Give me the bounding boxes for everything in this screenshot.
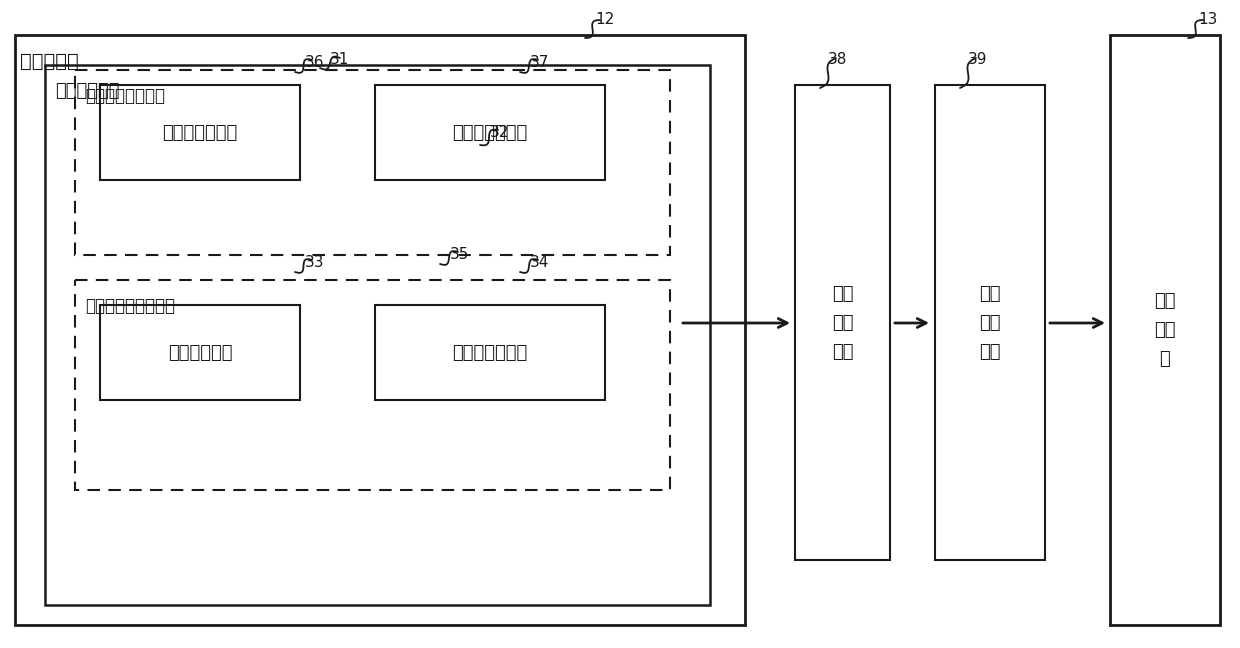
Text: 13: 13 — [1198, 12, 1218, 27]
Text: 33: 33 — [305, 255, 325, 270]
Bar — [1110, 35, 1220, 625]
Text: 36: 36 — [305, 55, 325, 70]
Bar — [15, 35, 745, 625]
Text: 39: 39 — [968, 52, 987, 67]
Text: 交通
仿真
软件: 交通 仿真 软件 — [980, 285, 1001, 361]
Text: 多测试速度选择: 多测试速度选择 — [453, 124, 528, 142]
Text: 32: 32 — [490, 125, 510, 140]
Text: 12: 12 — [595, 12, 614, 27]
Text: 交通仿真层: 交通仿真层 — [20, 52, 79, 71]
Bar — [100, 305, 300, 400]
Bar — [374, 85, 605, 180]
Text: 31: 31 — [330, 52, 350, 67]
Bar — [100, 85, 300, 180]
Bar — [74, 70, 670, 255]
Bar — [795, 85, 890, 560]
Bar — [45, 65, 711, 605]
Bar — [374, 305, 605, 400]
Text: 多测试场景选择: 多测试场景选择 — [162, 124, 238, 142]
Text: 数据
传输
层: 数据 传输 层 — [1154, 292, 1176, 368]
Text: 仿真控制模块: 仿真控制模块 — [55, 82, 119, 100]
Text: 35: 35 — [450, 247, 470, 262]
Text: 仿真
控制
接口: 仿真 控制 接口 — [832, 285, 854, 361]
Text: 车辆基本参数: 车辆基本参数 — [167, 344, 232, 362]
Bar — [74, 280, 670, 490]
Text: 仿真智能车模型标定: 仿真智能车模型标定 — [86, 297, 175, 315]
Text: 37: 37 — [529, 55, 549, 70]
Text: 感知范围与内容: 感知范围与内容 — [453, 344, 528, 362]
Bar — [935, 85, 1045, 560]
Text: 38: 38 — [828, 52, 847, 67]
Text: 34: 34 — [529, 255, 549, 270]
Text: 仿真运行参数设置: 仿真运行参数设置 — [86, 87, 165, 105]
